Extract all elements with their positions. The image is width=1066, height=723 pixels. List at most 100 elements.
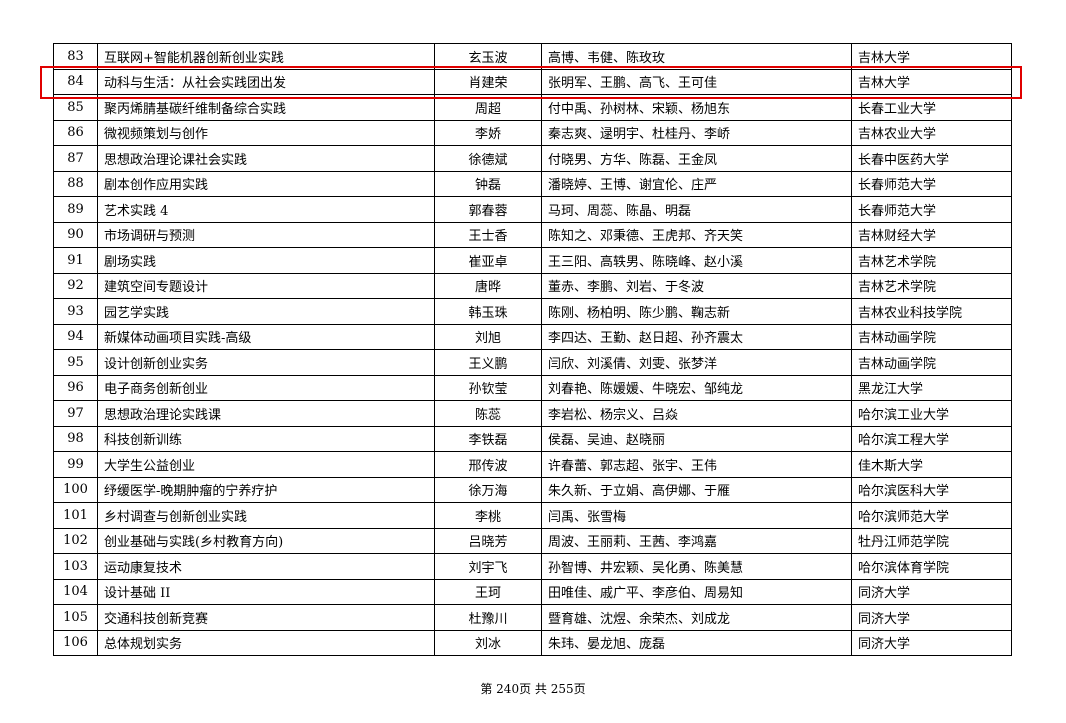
table-row: 85 聚丙烯腈基碳纤维制备综合实践 周超 付中禹、孙树林、宋颖、杨旭东 长春工业大学 xyxy=(53,94,1012,121)
university: 同济大学 xyxy=(851,578,1012,605)
university: 长春师范大学 xyxy=(851,196,1012,223)
lead-teacher: 李桃 xyxy=(434,502,542,529)
row-number: 87 xyxy=(53,145,98,172)
team-members: 暨育雄、沈煜、余荣杰、刘成龙 xyxy=(541,604,852,631)
row-number: 92 xyxy=(53,272,98,299)
university: 哈尔滨工程大学 xyxy=(851,425,1012,452)
team-members: 侯磊、吴迪、赵晓丽 xyxy=(541,425,852,452)
university: 吉林农业大学 xyxy=(851,119,1012,146)
row-number: 100 xyxy=(53,476,98,503)
row-number: 85 xyxy=(53,94,98,121)
lead-teacher: 刘冰 xyxy=(434,629,542,656)
lead-teacher: 刘宇飞 xyxy=(434,553,542,580)
row-number: 103 xyxy=(53,553,98,580)
lead-teacher: 陈蕊 xyxy=(434,400,542,427)
university: 长春中医药大学 xyxy=(851,145,1012,172)
row-number: 98 xyxy=(53,425,98,452)
lead-teacher: 周超 xyxy=(434,94,542,121)
course-name: 交通科技创新竞赛 xyxy=(97,604,435,631)
team-members: 孙智博、井宏颖、吴化勇、陈美慧 xyxy=(541,553,852,580)
team-members: 马珂、周蕊、陈晶、明磊 xyxy=(541,196,852,223)
team-members: 秦志爽、逯明宇、杜桂丹、李峤 xyxy=(541,119,852,146)
row-number: 84 xyxy=(53,68,98,95)
table-row: 106 总体规划实务 刘冰 朱玮、晏龙旭、庞磊 同济大学 xyxy=(53,629,1012,656)
course-name: 剧场实践 xyxy=(97,247,435,274)
team-members: 李岩松、杨宗义、吕焱 xyxy=(541,400,852,427)
team-members: 付晓男、方华、陈磊、王金凤 xyxy=(541,145,852,172)
row-number: 89 xyxy=(53,196,98,223)
row-number: 99 xyxy=(53,451,98,478)
row-number: 97 xyxy=(53,400,98,427)
lead-teacher: 韩玉珠 xyxy=(434,298,542,325)
team-members: 董赤、李鹏、刘岩、于冬波 xyxy=(541,272,852,299)
team-members: 周波、王丽莉、王茜、李鸿嘉 xyxy=(541,527,852,554)
table-row: 101 乡村调查与创新创业实践 李桃 闫禹、张雪梅 哈尔滨师范大学 xyxy=(53,502,1012,529)
row-number: 106 xyxy=(53,629,98,656)
course-name: 设计基础 II xyxy=(97,578,435,605)
team-members: 陈知之、邓秉德、王虎邦、齐天笑 xyxy=(541,221,852,248)
team-members: 张明军、王鹏、高飞、王可佳 xyxy=(541,68,852,95)
course-name: 剧本创作应用实践 xyxy=(97,170,435,197)
university: 长春师范大学 xyxy=(851,170,1012,197)
lead-teacher: 吕晓芳 xyxy=(434,527,542,554)
table-row: 93 园艺学实践 韩玉珠 陈刚、杨柏明、陈少鹏、鞠志新 吉林农业科技学院 xyxy=(53,298,1012,325)
university: 吉林艺术学院 xyxy=(851,247,1012,274)
university: 哈尔滨医科大学 xyxy=(851,476,1012,503)
university: 哈尔滨工业大学 xyxy=(851,400,1012,427)
table-row: 99 大学生公益创业 邢传波 许春蕾、郭志超、张宇、王伟 佳木斯大学 xyxy=(53,451,1012,478)
course-name: 乡村调查与创新创业实践 xyxy=(97,502,435,529)
table-row: 105 交通科技创新竞赛 杜豫川 暨育雄、沈煜、余荣杰、刘成龙 同济大学 xyxy=(53,604,1012,631)
lead-teacher: 肖建荣 xyxy=(434,68,542,95)
table-row: 96 电子商务创新创业 孙钦莹 刘春艳、陈媛媛、牛晓宏、邹纯龙 黑龙江大学 xyxy=(53,374,1012,401)
lead-teacher: 徐万海 xyxy=(434,476,542,503)
university: 吉林财经大学 xyxy=(851,221,1012,248)
lead-teacher: 玄玉波 xyxy=(434,43,542,70)
table-row: 89 艺术实践 4 郭春蓉 马珂、周蕊、陈晶、明磊 长春师范大学 xyxy=(53,196,1012,223)
course-name: 聚丙烯腈基碳纤维制备综合实践 xyxy=(97,94,435,121)
table-row: 88 剧本创作应用实践 钟磊 潘晓婷、王博、谢宜伦、庄严 长春师范大学 xyxy=(53,170,1012,197)
university: 吉林农业科技学院 xyxy=(851,298,1012,325)
course-name: 设计创新创业实务 xyxy=(97,349,435,376)
university: 牡丹江师范学院 xyxy=(851,527,1012,554)
row-number: 104 xyxy=(53,578,98,605)
lead-teacher: 杜豫川 xyxy=(434,604,542,631)
course-name: 纾缓医学-晚期肿瘤的宁养疗护 xyxy=(97,476,435,503)
lead-teacher: 王珂 xyxy=(434,578,542,605)
university: 吉林动画学院 xyxy=(851,349,1012,376)
course-name: 科技创新训练 xyxy=(97,425,435,452)
lead-teacher: 孙钦莹 xyxy=(434,374,542,401)
university: 佳木斯大学 xyxy=(851,451,1012,478)
table-row: 103 运动康复技术 刘宇飞 孙智博、井宏颖、吴化勇、陈美慧 哈尔滨体育学院 xyxy=(53,553,1012,580)
university: 同济大学 xyxy=(851,629,1012,656)
table-row: 90 市场调研与预测 王士香 陈知之、邓秉德、王虎邦、齐天笑 吉林财经大学 xyxy=(53,221,1012,248)
lead-teacher: 王士香 xyxy=(434,221,542,248)
course-name: 思想政治理论课社会实践 xyxy=(97,145,435,172)
university: 哈尔滨师范大学 xyxy=(851,502,1012,529)
lead-teacher: 李铁磊 xyxy=(434,425,542,452)
page-footer: 第 240页 共 255页 xyxy=(480,682,586,696)
table-row: 102 创业基础与实践(乡村教育方向) 吕晓芳 周波、王丽莉、王茜、李鸿嘉 牡丹江师范学… xyxy=(53,527,1012,554)
lead-teacher: 崔亚卓 xyxy=(434,247,542,274)
course-name: 电子商务创新创业 xyxy=(97,374,435,401)
course-name: 大学生公益创业 xyxy=(97,451,435,478)
university: 哈尔滨体育学院 xyxy=(851,553,1012,580)
table-row: 83 互联网+智能机器创新创业实践 玄玉波 高博、韦健、陈玫玫 吉林大学 xyxy=(53,43,1012,70)
team-members: 李四达、王勤、赵日超、孙齐震太 xyxy=(541,323,852,350)
row-number: 95 xyxy=(53,349,98,376)
course-name: 创业基础与实践(乡村教育方向) xyxy=(97,527,435,554)
table-row: 92 建筑空间专题设计 唐晔 董赤、李鹏、刘岩、于冬波 吉林艺术学院 xyxy=(53,272,1012,299)
course-name: 总体规划实务 xyxy=(97,629,435,656)
course-name: 运动康复技术 xyxy=(97,553,435,580)
table-row: 86 微视频策划与创作 李娇 秦志爽、逯明宇、杜桂丹、李峤 吉林农业大学 xyxy=(53,119,1012,146)
team-members: 刘春艳、陈媛媛、牛晓宏、邹纯龙 xyxy=(541,374,852,401)
lead-teacher: 李娇 xyxy=(434,119,542,146)
team-members: 闫欣、刘溪倩、刘雯、张梦洋 xyxy=(541,349,852,376)
row-number: 101 xyxy=(53,502,98,529)
table-row: 84 动科与生活：从社会实践团出发 肖建荣 张明军、王鹏、高飞、王可佳 吉林大学 xyxy=(53,68,1012,95)
lead-teacher: 邢传波 xyxy=(434,451,542,478)
team-members: 付中禹、孙树林、宋颖、杨旭东 xyxy=(541,94,852,121)
course-name: 园艺学实践 xyxy=(97,298,435,325)
course-name: 思想政治理论实践课 xyxy=(97,400,435,427)
university: 吉林大学 xyxy=(851,68,1012,95)
row-number: 90 xyxy=(53,221,98,248)
